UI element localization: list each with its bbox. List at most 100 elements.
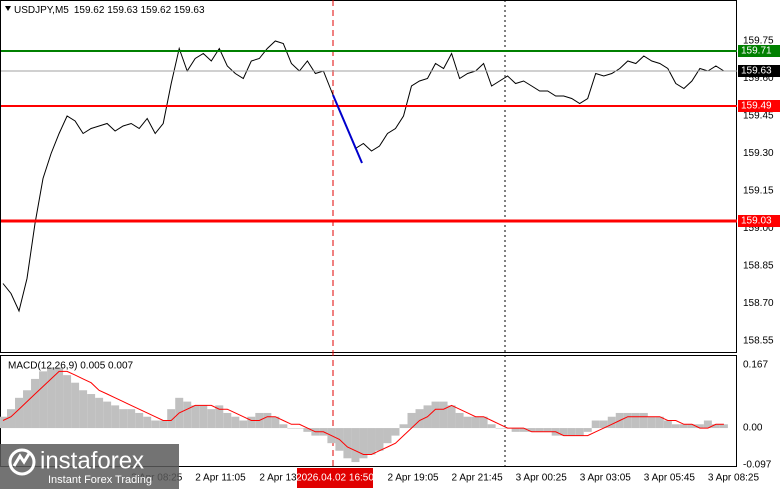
macd-bar [87,394,96,429]
tagline: Instant Forex Trading [48,474,152,486]
macd-bar [695,424,704,429]
macd-bar [239,420,248,429]
macd-bar [79,390,88,429]
macd-bar [623,412,632,429]
macd-bar [591,420,600,429]
cursor-label-box [297,468,373,488]
macd-bar [655,416,664,429]
symbol: USDJPY,M5 [14,5,69,16]
x-tick-label: 2 Apr 19:05 [387,473,439,484]
macd-bar [183,401,192,429]
macd-bar [631,412,640,429]
macd-bar [407,412,416,429]
price-panel [0,0,737,353]
macd-bar [143,416,152,429]
macd-bar [679,424,688,429]
macd-bar [7,409,16,429]
macd-bar [543,428,552,432]
macd-bar [559,428,568,436]
x-tick-label: 3 Apr 00:25 [516,473,568,484]
macd-bar [567,428,576,436]
macd-bar [303,428,312,432]
macd-bar [151,420,160,429]
macd-bar [71,382,80,429]
y-tick-label: 159.15 [743,186,774,197]
macd-bar [31,378,40,429]
macd-bar [711,424,720,429]
level-label: 159.03 [741,216,772,227]
level-label-box [738,100,780,112]
level-label-box [738,45,780,57]
macd-bar [15,397,24,429]
macd-bar [127,409,136,429]
macd-bar [367,428,376,455]
y-tick-label: 158.70 [743,298,774,309]
price-line [2,40,725,313]
y-tick-label: 159.30 [743,148,774,159]
menu-icon [5,6,11,11]
macd-bar [199,405,208,429]
macd-bar [351,428,360,463]
macd-bar [455,412,464,429]
macd-bar [263,412,272,429]
level-label-box [738,65,780,77]
macd-bar [511,428,520,432]
chart-header: USDJPY,M5 159.62 159.63 159.62 159.63 [14,5,205,16]
macd-bar [47,367,56,429]
macd-bar [343,428,352,459]
macd-bar [271,416,280,429]
logo-ring [8,448,36,476]
macd-bar [359,428,368,459]
x-tick-label: 3 Apr 03:05 [580,473,632,484]
y-tick-label: -0.097 [743,459,772,470]
y-tick-label: 158.85 [743,261,774,272]
y-tick-label: 158.55 [743,336,774,347]
y-tick-label: 159.75 [743,36,774,47]
macd-bar [63,375,72,429]
logo-mark [12,451,32,467]
macd-bar [719,424,728,429]
y-tick-label: 0.00 [743,423,763,434]
x-tick-label: 2 Apr 21:45 [452,473,504,484]
macd-bar [527,428,536,432]
y-tick-label: 159.00 [743,223,774,234]
macd-bar [0,416,7,429]
macd-bar [95,397,104,429]
macd-title: MACD(12,26,9) 0.005 0.007 [8,361,134,372]
macd-bar [247,416,256,429]
x-tick-label: 3 Apr 08:25 [708,473,760,484]
macd-bar [439,401,448,429]
x-tick-label: 3 Apr 05:45 [644,473,696,484]
level-label: 159.63 [741,66,772,77]
signal-line [2,370,724,455]
macd-bar [103,401,112,429]
macd-bar [687,424,696,429]
macd-bar [223,412,232,429]
macd-bar [383,428,392,444]
macd-bar [111,405,120,429]
macd-bar [135,412,144,429]
brand: instaforex [40,447,144,474]
macd-bar [703,420,712,429]
macd-bar [215,405,224,429]
macd-bar [39,371,48,429]
macd-bar [671,424,680,429]
macd-bar [583,428,592,432]
macd-bar [639,412,648,429]
macd-bar [207,409,216,429]
y-tick-label: 0.167 [743,360,768,371]
watermark: instaforex Instant Forex Trading [0,444,179,489]
macd-bar [535,428,544,432]
macd-bar [487,424,496,429]
macd-bar [375,428,384,451]
y-tick-label: 159.60 [743,73,774,84]
macd-bar [279,424,288,429]
macd-bar [159,420,168,429]
macd-bar [415,409,424,429]
macd-bar [495,428,504,429]
macd-bar [431,401,440,429]
macd-bar [519,428,528,432]
macd-bar [447,405,456,429]
macd-bar [191,405,200,429]
